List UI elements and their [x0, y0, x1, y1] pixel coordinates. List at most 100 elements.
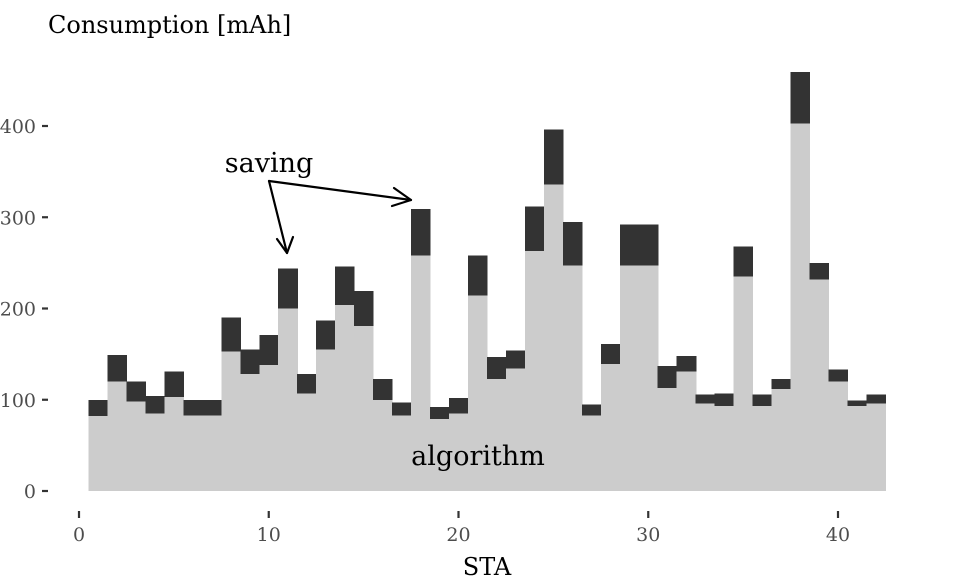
bar-saving-sta-21: [467, 255, 488, 296]
bar-algorithm-sta-30: [638, 265, 659, 491]
bar-algorithm-sta-6: [183, 415, 203, 491]
bar-algorithm-sta-41: [847, 406, 868, 491]
bar-algorithm-sta-9: [240, 374, 260, 491]
bar-saving-sta-7: [202, 399, 222, 416]
bar-algorithm-sta-3: [126, 401, 147, 491]
bar-saving-sta-8: [221, 317, 241, 352]
bar-algorithm-sta-18: [411, 255, 431, 491]
bar-algorithm-sta-8: [221, 351, 241, 491]
bar-algorithm-sta-26: [562, 265, 583, 491]
annotation-arrows: [267, 179, 413, 255]
bar-saving-sta-1: [88, 399, 109, 417]
bar-saving-sta-5: [164, 371, 184, 398]
x-tick-label-0: 0: [73, 524, 85, 546]
bar-saving-sta-32: [676, 355, 697, 372]
bar-saving-sta-14: [335, 266, 355, 305]
bar-algorithm-sta-33: [695, 403, 716, 491]
bar-algorithm-sta-21: [467, 295, 488, 491]
y-tick-label-0: 0: [24, 481, 36, 503]
bar-saving-sta-26: [562, 221, 583, 266]
bar-saving-sta-4: [145, 396, 165, 414]
bar-saving-sta-36: [752, 394, 773, 407]
bar-saving-sta-28: [600, 344, 621, 365]
bar-saving-sta-13: [316, 320, 336, 350]
y-tick-label-100: 100: [0, 390, 36, 412]
x-tick-label-10: 10: [257, 524, 281, 546]
bar-saving-sta-16: [373, 378, 393, 400]
bar-algorithm-sta-13: [316, 349, 336, 491]
bar-saving-sta-3: [126, 381, 147, 402]
bar-saving-sta-33: [695, 394, 716, 404]
bar-algorithm-sta-22: [486, 378, 507, 491]
bar-algorithm-sta-28: [600, 364, 621, 491]
x-axis-title: STA: [463, 553, 512, 576]
y-axis-title: Consumption [mAh]: [48, 11, 291, 39]
bar-saving-sta-19: [430, 407, 450, 419]
bar-saving-sta-24: [524, 206, 545, 252]
bar-algorithm-sta-10: [259, 365, 279, 491]
bar-algorithm-sta-37: [771, 388, 792, 491]
bar-algorithm-sta-25: [543, 184, 564, 491]
bar-saving-sta-18: [411, 209, 431, 256]
arrow-head-sta-18: [390, 186, 413, 208]
bar-saving-sta-35: [733, 246, 754, 277]
bar-saving-sta-10: [259, 334, 279, 366]
bar-algorithm-sta-35: [733, 276, 754, 491]
bar-algorithm-sta-34: [714, 406, 735, 491]
bar-saving-sta-2: [107, 355, 128, 382]
bar-saving-sta-40: [828, 369, 849, 382]
bar-algorithm-sta-16: [373, 399, 393, 491]
bar-saving-sta-22: [486, 356, 507, 379]
bar-algorithm-sta-31: [657, 387, 678, 491]
bar-saving-sta-11: [278, 268, 298, 309]
bar-algorithm-sta-36: [752, 406, 773, 491]
bar-saving-sta-34: [714, 393, 735, 407]
bar-saving-sta-15: [354, 291, 374, 326]
bar-saving-sta-37: [771, 378, 792, 389]
bar-algorithm-sta-11: [278, 308, 298, 491]
bar-saving-sta-41: [847, 400, 868, 407]
bar-algorithm-sta-17: [392, 415, 412, 491]
bar-algorithm-sta-2: [107, 381, 128, 491]
y-tick-label-300: 300: [0, 207, 36, 229]
bar-algorithm-sta-12: [297, 393, 317, 491]
bar-algorithm-sta-42: [866, 403, 887, 491]
bar-saving-sta-30: [638, 224, 659, 266]
annotation-algorithm: algorithm: [411, 441, 545, 472]
y-tick-label-200: 200: [0, 299, 36, 321]
bar-saving-sta-12: [297, 374, 317, 394]
bar-algorithm-sta-1: [88, 416, 109, 491]
bar-saving-sta-9: [240, 349, 260, 375]
bar-algorithm-sta-39: [809, 279, 830, 491]
bar-saving-sta-20: [449, 397, 469, 414]
bar-algorithm-sta-20: [449, 413, 469, 491]
bar-saving-sta-27: [581, 404, 602, 416]
bar-algorithm-sta-14: [335, 304, 355, 491]
bar-algorithm-sta-40: [828, 381, 849, 491]
arrow-head-sta-11: [275, 235, 295, 255]
arrow-to-sta-18: [267, 179, 413, 202]
y-axis: 0 100 200 300 400: [0, 116, 48, 503]
x-tick-label-40: 40: [826, 524, 850, 546]
bar-algorithm-sta-7: [202, 415, 222, 491]
bar-algorithm-sta-32: [676, 371, 697, 491]
bar-algorithm-sta-5: [164, 397, 184, 491]
bar-algorithm-sta-38: [790, 123, 811, 491]
bar-saving-sta-17: [392, 402, 412, 416]
annotation-saving: saving: [225, 148, 314, 179]
x-tick-label-30: 30: [636, 524, 660, 546]
bar-saving-sta-23: [505, 350, 526, 369]
bar-algorithm-sta-15: [354, 325, 374, 491]
arrow-to-sta-11: [267, 179, 289, 255]
bar-saving-sta-39: [809, 262, 830, 280]
bar-saving-sta-42: [866, 394, 887, 404]
bar-algorithm-sta-19: [430, 418, 450, 491]
bar-saving-sta-31: [657, 365, 678, 388]
bar-saving-sta-29: [619, 224, 640, 266]
bar-saving-sta-25: [543, 129, 564, 185]
bars-layer: [88, 72, 887, 491]
bar-algorithm-sta-29: [619, 265, 640, 491]
bar-algorithm-sta-27: [581, 415, 602, 491]
bar-saving-sta-6: [183, 399, 203, 416]
